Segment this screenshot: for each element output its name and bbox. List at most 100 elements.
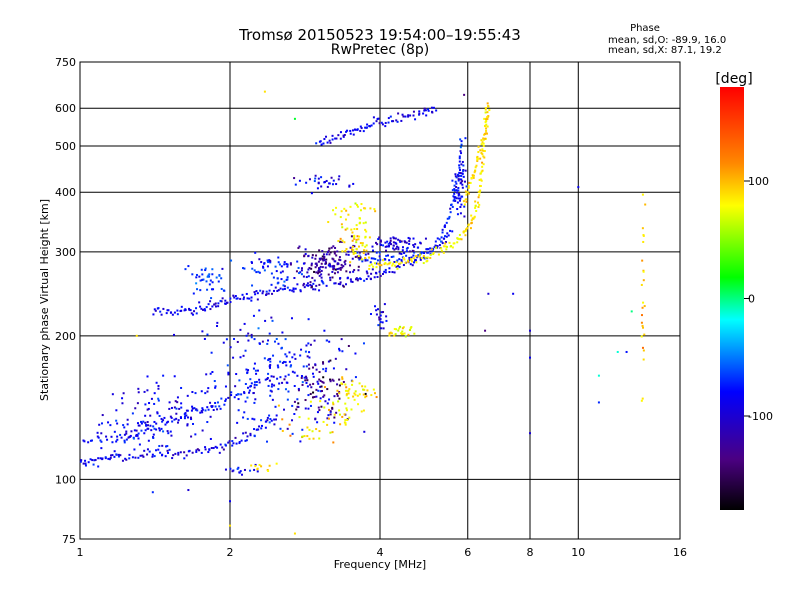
- cluster-point-1191: [333, 416, 336, 419]
- trace-point-551: [432, 251, 435, 254]
- cluster-point-1389: [353, 269, 356, 272]
- cluster-point-896: [137, 437, 140, 440]
- cluster-point-1159: [329, 413, 332, 416]
- cluster-point-1258: [345, 407, 348, 410]
- colorbar-tick-label-2: -100: [748, 410, 773, 423]
- trace-point-168: [183, 417, 186, 420]
- trace-point-19: [107, 457, 110, 460]
- cluster-point-798: [153, 420, 156, 423]
- cluster-point-1745: [317, 182, 320, 185]
- trace-point-526: [402, 256, 405, 259]
- cluster-point-1131: [293, 385, 296, 388]
- trace-point-164: [175, 417, 178, 420]
- trace-point-619: [482, 163, 485, 166]
- trace-point-550: [432, 253, 435, 256]
- cluster-point-1546: [340, 223, 343, 226]
- trace-point-586: [467, 223, 470, 226]
- trace-point-394: [438, 244, 441, 247]
- trace-point-158: [162, 419, 165, 422]
- cluster-point-1290: [326, 423, 329, 426]
- trace-point-259: [221, 297, 224, 300]
- cluster-point-1249: [336, 389, 339, 392]
- cluster-point-1431: [315, 262, 318, 265]
- cluster-point-1669: [187, 265, 190, 268]
- cluster-point-969: [324, 370, 327, 373]
- cluster-point-963: [260, 419, 263, 422]
- cluster-point-1264: [332, 401, 335, 404]
- trace-point-304: [288, 289, 291, 292]
- scatter-point-1918: [529, 432, 531, 435]
- chart-title: Tromsø 20150523 19:54:00–19:55:43: [238, 26, 521, 44]
- trace-point-316: [307, 284, 310, 287]
- cluster-point-1886: [253, 468, 256, 471]
- trace-point-47: [151, 453, 154, 456]
- cluster-point-1004: [286, 398, 289, 401]
- cluster-point-809: [152, 433, 155, 436]
- cluster-point-1129: [325, 367, 328, 370]
- trace-point-725: [432, 106, 435, 109]
- trace-point-144: [130, 430, 133, 433]
- trace-point-752: [476, 160, 479, 163]
- trace-point-392: [436, 245, 439, 248]
- scatter-point-1925: [293, 532, 296, 535]
- cluster-point-852: [121, 397, 124, 400]
- trace-point-746: [471, 174, 474, 177]
- trace-point-635: [483, 117, 486, 120]
- cluster-point-1577: [350, 248, 353, 251]
- cluster-point-1055: [300, 375, 303, 378]
- cluster-point-1631: [392, 247, 395, 250]
- cluster-point-1774: [401, 327, 404, 330]
- trace-point-365: [393, 271, 396, 274]
- trace-point-269: [234, 295, 237, 298]
- trace-point-466: [440, 236, 443, 239]
- cluster-point-784: [101, 414, 104, 417]
- trace-point-368: [398, 266, 401, 269]
- cluster-point-1505: [328, 253, 331, 256]
- cluster-point-1199: [335, 411, 338, 414]
- cluster-point-1501: [310, 262, 313, 265]
- cluster-point-831: [190, 435, 193, 438]
- cluster-point-1272: [345, 386, 348, 389]
- trace-point-688: [377, 117, 380, 120]
- trace-point-280: [250, 296, 253, 299]
- trace-point-689: [378, 122, 381, 125]
- cluster-point-1881: [641, 193, 644, 196]
- cluster-point-884: [127, 436, 130, 439]
- trace-point-773: [486, 125, 489, 128]
- cluster-point-1226: [338, 413, 341, 416]
- cluster-point-1343: [298, 272, 301, 275]
- trace-point-766: [482, 142, 485, 145]
- cluster-point-1617: [379, 243, 382, 246]
- trace-point-301: [283, 285, 286, 288]
- trace-point-577: [463, 230, 466, 233]
- cluster-point-1855: [465, 185, 468, 188]
- cluster-point-1552: [341, 239, 344, 242]
- cluster-point-1612: [394, 241, 397, 244]
- cluster-point-1109: [269, 394, 272, 397]
- cluster-point-1458: [339, 281, 342, 284]
- trace-point-705: [404, 115, 407, 118]
- cluster-point-1253: [358, 393, 361, 396]
- trace-point-205: [249, 385, 252, 388]
- cluster-point-1331: [283, 261, 286, 264]
- trace-point-438: [405, 250, 408, 253]
- colorbar-tick-label-0: 100: [748, 175, 769, 188]
- trace-point-13: [97, 465, 100, 468]
- trace-point-361: [384, 271, 387, 274]
- cluster-point-926: [249, 378, 252, 381]
- cluster-point-1064: [274, 405, 277, 408]
- cluster-point-867: [131, 412, 134, 415]
- cluster-point-1666: [215, 276, 218, 279]
- x-tick-label-1: 2: [227, 546, 234, 559]
- trace-point-721: [427, 109, 430, 112]
- cluster-point-997: [308, 356, 311, 359]
- trace-point-662: [343, 133, 346, 136]
- cluster-point-1635: [393, 248, 396, 251]
- cluster-point-1376: [338, 277, 341, 280]
- cluster-point-1136: [246, 417, 249, 420]
- cluster-point-1112: [268, 414, 271, 417]
- cluster-point-1455: [340, 263, 343, 266]
- trace-point-191: [223, 403, 226, 406]
- trace-point-538: [418, 255, 421, 258]
- cluster-point-1439: [349, 271, 352, 274]
